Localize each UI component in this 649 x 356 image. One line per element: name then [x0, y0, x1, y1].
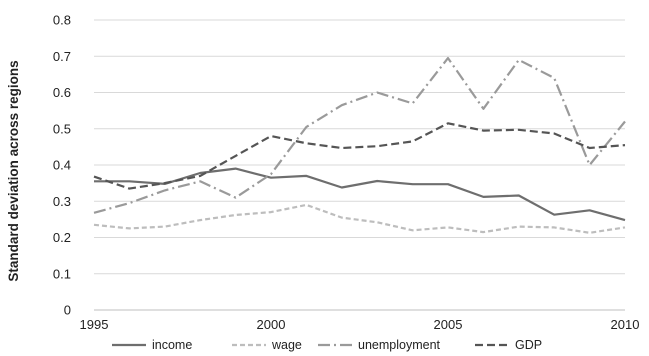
- gridlines: [94, 19, 625, 275]
- y-tick-label: 0.1: [53, 266, 71, 281]
- y-tick-label: 0.2: [53, 230, 71, 245]
- y-tick-labels: 0 0.1 0.2 0.3 0.4 0.5 0.6 0.7 0.8: [53, 13, 71, 318]
- series-line-gdp: [93, 122, 626, 190]
- legend-label-unemployment: unemployment: [358, 338, 441, 352]
- y-tick-label: 0.6: [53, 85, 71, 100]
- series-line-income: [94, 167, 626, 222]
- x-tick-labels: 1995 2000 2005 2010: [80, 317, 640, 332]
- y-tick-label: 0.4: [53, 158, 71, 173]
- legend-label-gdp: GDP: [515, 338, 542, 352]
- series-lines: [93, 56, 626, 234]
- x-tick-label: 2010: [611, 317, 640, 332]
- series-line-unemployment: [93, 56, 626, 214]
- y-tick-label: 0.5: [53, 121, 71, 136]
- x-tick-label: 2005: [434, 317, 463, 332]
- y-tick-label: 0: [64, 303, 71, 318]
- legend-label-wage: wage: [271, 338, 302, 352]
- legend-label-income: income: [152, 338, 192, 352]
- series-line-wage: [93, 203, 626, 234]
- y-tick-label: 0.8: [53, 13, 71, 28]
- y-tick-label: 0.3: [53, 194, 71, 209]
- legend: income wage unemployment GDP: [112, 338, 542, 352]
- x-tick-label: 1995: [80, 317, 109, 332]
- y-tick-label: 0.7: [53, 49, 71, 64]
- x-tick-label: 2000: [257, 317, 286, 332]
- y-axis-title: Standard deviation across regions: [6, 60, 21, 281]
